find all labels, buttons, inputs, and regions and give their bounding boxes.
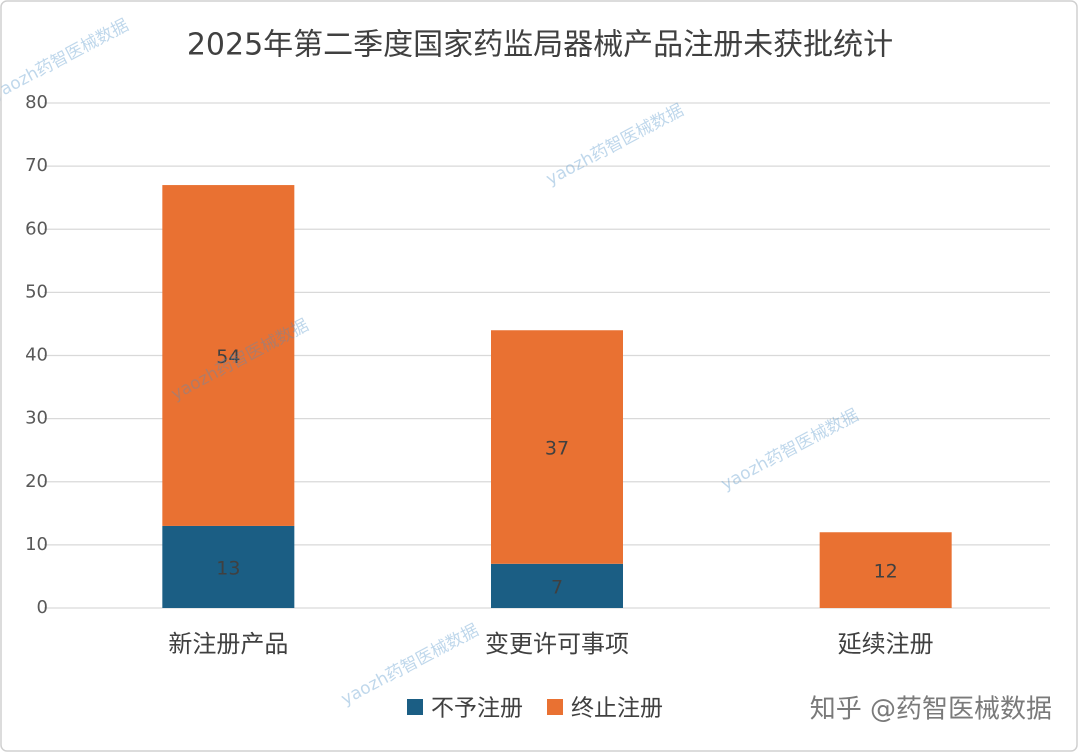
bar-segment xyxy=(162,525,295,608)
legend-label: 终止注册 xyxy=(571,696,663,722)
y-tick-label: 40 xyxy=(25,345,48,366)
legend-swatch xyxy=(407,699,423,715)
data-label: 7 xyxy=(551,576,563,598)
chart-title: 2025年第二季度国家药监局器械产品注册未获批统计 xyxy=(187,28,893,63)
y-tick-label: 20 xyxy=(25,471,48,492)
y-tick-label: 60 xyxy=(25,218,48,239)
bar-segment xyxy=(819,532,952,608)
attribution: 知乎 @药智医械数据 xyxy=(810,695,1052,725)
y-tick-label: 10 xyxy=(25,534,48,555)
bar-segment xyxy=(491,330,623,564)
x-tick-label: 新注册产品 xyxy=(168,630,288,658)
data-label: 13 xyxy=(216,557,240,579)
y-tick-label: 30 xyxy=(25,408,48,429)
y-tick-label: 70 xyxy=(25,155,48,176)
legend-swatch xyxy=(547,699,563,715)
data-label: 12 xyxy=(874,561,898,583)
y-tick-label: 50 xyxy=(25,281,48,302)
bar-segment xyxy=(491,563,623,608)
legend-label: 不予注册 xyxy=(431,696,523,722)
y-tick-label: 0 xyxy=(37,597,48,618)
y-tick-label: 80 xyxy=(25,92,48,113)
data-label: 37 xyxy=(545,438,569,460)
data-label: 54 xyxy=(216,346,240,368)
x-tick-label: 变更许可事项 xyxy=(485,630,629,658)
x-tick-label: 延续注册 xyxy=(838,630,934,658)
bar-segment xyxy=(162,185,295,526)
